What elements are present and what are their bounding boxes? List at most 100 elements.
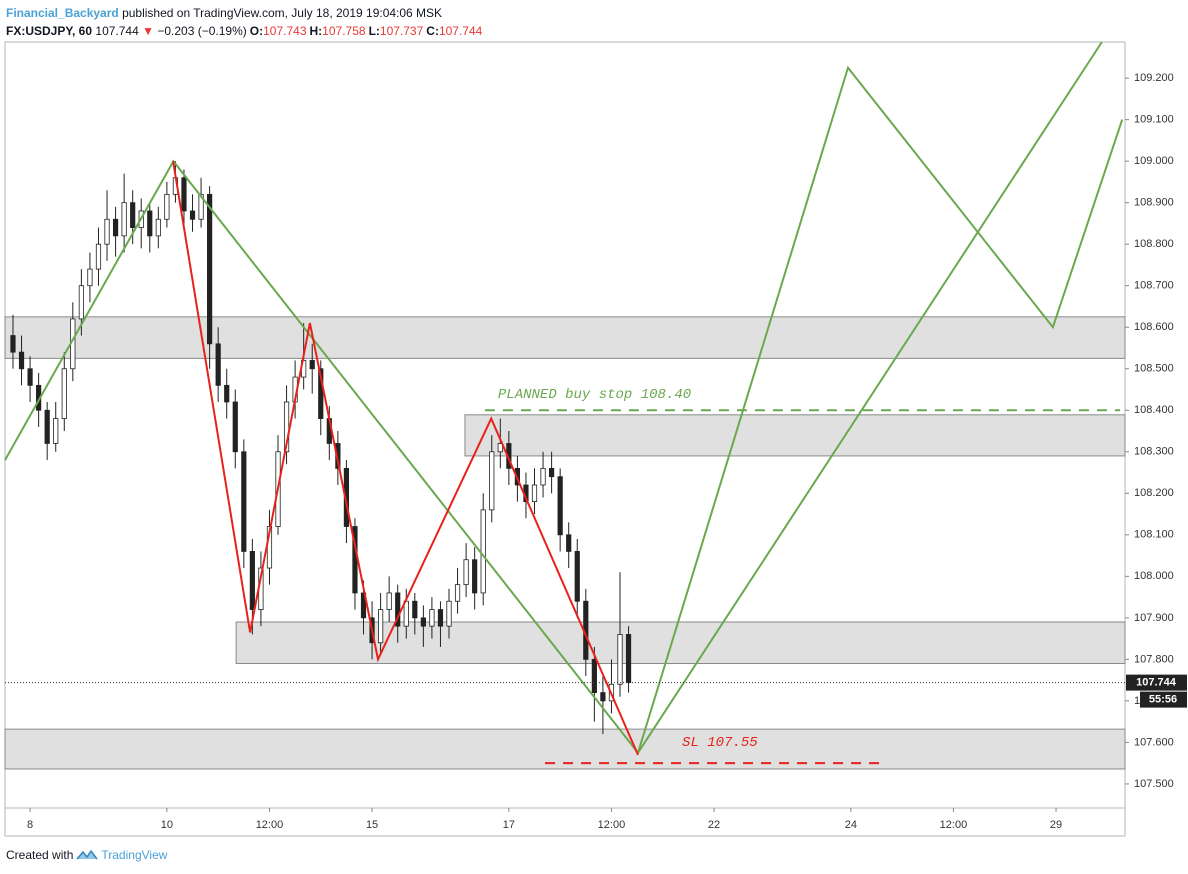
- quote-value: 107.758: [322, 24, 366, 38]
- quote-value: 107.743: [263, 24, 307, 38]
- quote-label: O:: [249, 24, 264, 38]
- x-tick-label: 12:00: [940, 819, 968, 831]
- candle-body: [61, 368, 67, 419]
- x-tick-label: 29: [1050, 819, 1062, 831]
- level-label: SL 107.55: [682, 735, 758, 751]
- candle-body: [360, 592, 367, 619]
- x-tick-label: 12:00: [598, 819, 626, 831]
- x-tick-label: 22: [708, 819, 720, 831]
- author[interactable]: Financial_Backyard: [6, 6, 119, 20]
- quote-label: C:: [426, 24, 439, 38]
- candle-body: [130, 202, 136, 228]
- candle-body: [429, 609, 435, 627]
- candle-body: [215, 343, 221, 386]
- zone: [464, 414, 1126, 457]
- candle-body: [412, 600, 418, 619]
- candle-body: [395, 592, 401, 627]
- candle-body: [549, 467, 555, 478]
- last-price-label: 107.744: [1136, 677, 1177, 689]
- x-tick-label: 8: [27, 819, 33, 831]
- header: Financial_Backyard published on TradingV…: [6, 4, 482, 40]
- y-tick-label: 108.600: [1134, 321, 1174, 333]
- candle-body: [164, 193, 170, 220]
- candle-body: [18, 351, 25, 370]
- candle-body: [566, 534, 572, 552]
- candle-body: [104, 218, 110, 245]
- candle-body: [224, 384, 230, 403]
- countdown: 55:56: [1149, 694, 1177, 706]
- x-tick-label: 15: [366, 819, 378, 831]
- candle-body: [44, 409, 50, 444]
- candle-body: [378, 609, 384, 644]
- x-tick-label: 12:00: [256, 819, 284, 831]
- candle-body: [249, 551, 255, 610]
- candle-body: [207, 193, 213, 345]
- candle-body: [27, 368, 33, 386]
- candle-body: [617, 634, 623, 685]
- y-tick-label: 107.500: [1134, 778, 1174, 790]
- quote-value: 107.737: [379, 24, 424, 38]
- candle-body: [155, 218, 161, 237]
- candle-body: [95, 243, 102, 270]
- level-label: PLANNED buy stop 108.40: [498, 387, 691, 403]
- candle-body: [232, 401, 238, 453]
- footer: Created with TradingView: [6, 848, 167, 862]
- candle-body: [147, 210, 153, 237]
- y-tick-label: 108.700: [1134, 280, 1174, 292]
- quote-label: H:: [309, 24, 323, 38]
- candle-body: [335, 443, 341, 469]
- candle-body: [446, 600, 452, 627]
- quote-line: FX:USDJPY, 60 107.744 ▼ −0.203 (−0.19%) O…: [6, 22, 482, 40]
- quote-value: 107.744: [438, 24, 483, 38]
- candle-body: [591, 658, 597, 693]
- y-tick-label: 108.100: [1134, 529, 1174, 541]
- candle-body: [112, 218, 119, 237]
- y-tick-label: 108.900: [1134, 197, 1174, 209]
- footer-text: Created with: [6, 848, 74, 862]
- x-tick-label: 10: [161, 819, 173, 831]
- candle-body: [403, 600, 409, 627]
- x-tick-label: 24: [845, 819, 857, 831]
- candle-body: [386, 592, 392, 610]
- candle-body: [574, 551, 580, 602]
- candle-body: [540, 467, 546, 486]
- y-tick-label: 108.200: [1134, 487, 1174, 499]
- candle-body: [625, 634, 632, 684]
- last-price-box: [1126, 674, 1187, 691]
- candle-body: [454, 584, 461, 602]
- last: 107.744: [95, 24, 139, 38]
- candle-body: [198, 193, 204, 220]
- trend-line: [172, 161, 639, 756]
- y-tick-label: 108.500: [1134, 363, 1174, 375]
- y-tick-label: 109.000: [1134, 155, 1174, 167]
- candle-body: [10, 335, 16, 353]
- quote-label: L:: [368, 24, 380, 38]
- candle-body: [283, 401, 290, 453]
- quote: O:107.743 H:107.758 L:107.737 C:107.744: [247, 24, 483, 38]
- candle-body: [53, 418, 59, 444]
- candle-body: [189, 210, 196, 220]
- candle-body: [489, 451, 495, 511]
- brand[interactable]: TradingView: [101, 848, 168, 862]
- candle-body: [600, 692, 606, 702]
- candle-body: [318, 368, 324, 419]
- x-tick-label: 17: [503, 819, 515, 831]
- trend-line: [637, 41, 1103, 754]
- published: published on TradingView.com, July 18, 2…: [122, 6, 443, 20]
- y-tick-label: 109.200: [1134, 72, 1174, 84]
- y-tick-label: 108.800: [1134, 238, 1174, 250]
- candle-body: [181, 177, 187, 212]
- logo: [76, 849, 98, 860]
- candle-body: [420, 617, 426, 627]
- candle-body: [309, 360, 315, 370]
- candle-body: [121, 202, 127, 237]
- candle-body: [557, 476, 563, 536]
- y-tick-label: 108.400: [1134, 404, 1174, 416]
- y-tick-label: 108.000: [1134, 570, 1174, 582]
- candle-body: [437, 609, 444, 627]
- candle-body: [241, 451, 247, 552]
- candle-body: [472, 559, 478, 594]
- y-tick-label: 107.900: [1134, 612, 1174, 624]
